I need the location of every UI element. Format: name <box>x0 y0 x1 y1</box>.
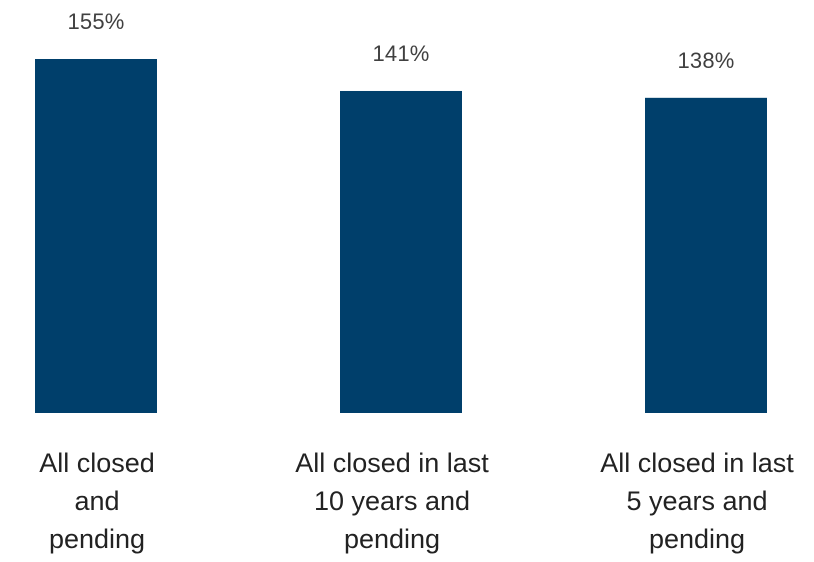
category-label-2: All closed in last 10 years and pending <box>277 444 507 558</box>
bar-3 <box>645 97 767 413</box>
category-label-line: All closed in last <box>295 448 489 478</box>
data-label-2: 141% <box>372 40 430 66</box>
bar-2 <box>340 90 462 414</box>
category-label-3: All closed in last 5 years and pending <box>582 444 812 558</box>
category-label-line: All closed <box>39 448 155 478</box>
category-label-line: 10 years and <box>313 486 471 516</box>
data-label-1: 155% <box>67 9 125 34</box>
category-label-line: pending <box>648 524 746 554</box>
category-label-1: All closed and pending <box>0 444 212 558</box>
category-label-line: and <box>74 486 120 516</box>
category-label-line: pending <box>48 524 146 554</box>
category-label-line: 5 years and <box>626 486 768 516</box>
category-label-line: All closed in last <box>600 448 794 478</box>
bar-1 <box>35 59 157 413</box>
data-label-3: 138% <box>677 47 735 73</box>
category-label-line: pending <box>343 524 441 554</box>
